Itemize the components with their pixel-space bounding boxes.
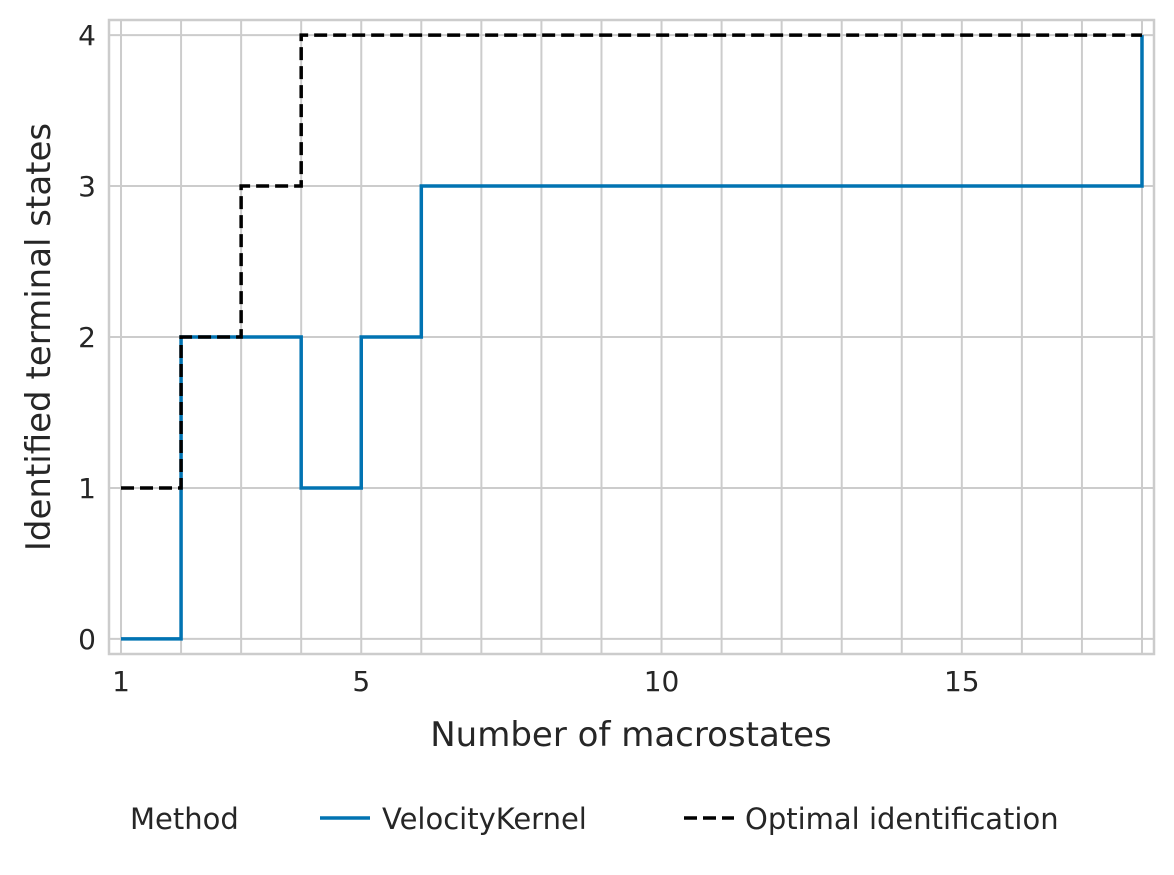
y-tick-label: 1: [78, 472, 96, 505]
legend-label-optimal-identification: Optimal identification: [745, 802, 1059, 836]
y-tick-label: 0: [78, 623, 96, 656]
series-line-velocitykernel: [121, 35, 1144, 641]
legend: Method VelocityKernel Optimal identifica…: [130, 802, 1059, 836]
y-tick-label: 4: [78, 19, 96, 52]
y-tick-label: 2: [78, 321, 96, 354]
x-tick-label: 15: [944, 665, 980, 698]
x-tick-label: 10: [644, 665, 680, 698]
y-axis-label: Identified terminal states: [19, 123, 59, 551]
legend-title: Method: [130, 802, 239, 836]
x-tick-label: 1: [112, 665, 130, 698]
x-tick-label: 5: [352, 665, 370, 698]
y-tick-label: 3: [78, 170, 96, 203]
x-axis-label: Number of macrostates: [430, 715, 832, 755]
legend-label-velocitykernel: VelocityKernel: [382, 802, 587, 836]
series-layer: [121, 33, 1144, 641]
series-line-optimal-identification: [121, 33, 1142, 490]
